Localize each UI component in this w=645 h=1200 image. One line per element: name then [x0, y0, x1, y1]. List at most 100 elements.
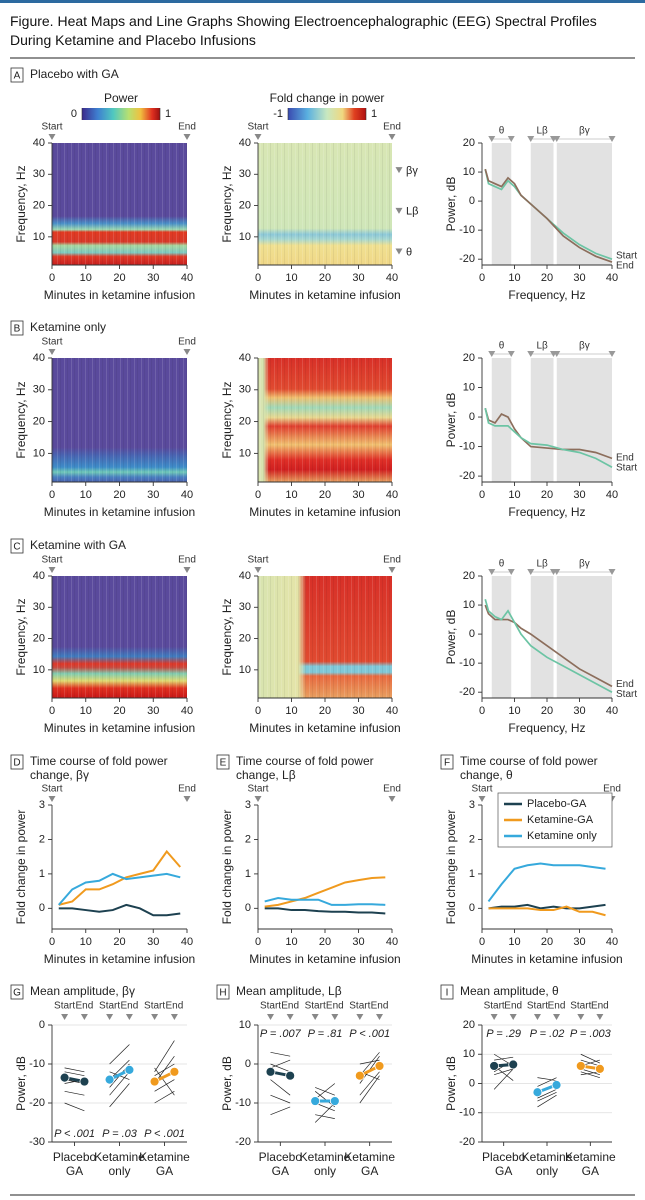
y-axis-label: Fold change in power — [14, 810, 28, 925]
p-label: P = .29 — [486, 1028, 521, 1040]
x-tick-label: 0 — [479, 272, 485, 284]
legend-label: Ketamine only — [527, 830, 597, 842]
row-title: Ketamine with GA — [30, 538, 126, 552]
category-label: Placebo GA — [52, 1150, 97, 1178]
y-tick-label: -10 — [459, 657, 475, 669]
subject-line — [494, 1068, 514, 1076]
y-tick-label: 10 — [463, 1048, 475, 1060]
marker-arrow — [48, 349, 56, 355]
panel-letter: H — [219, 988, 226, 999]
y-tick-label: 0 — [39, 1019, 45, 1031]
x-tick-label: 0 — [255, 489, 261, 501]
subject-line — [537, 1094, 557, 1108]
band — [556, 143, 612, 265]
series-line — [488, 903, 606, 910]
x-tick-label: 30 — [147, 936, 159, 948]
band-arrow — [553, 351, 561, 357]
band-arrow — [608, 569, 616, 575]
x-tick-label: 0 — [49, 936, 55, 948]
x-axis-label: Frequency, Hz — [508, 505, 585, 519]
y-tick-label: 0 — [469, 1077, 475, 1089]
band-label: βγ — [579, 341, 590, 352]
category-label: Ketamine only — [521, 1150, 573, 1178]
band-label: βγ — [579, 126, 590, 137]
marker-arrow — [388, 796, 396, 802]
series-line — [264, 876, 386, 908]
x-axis-label: Minutes in ketamine infusion — [44, 288, 195, 302]
band-arrow — [507, 569, 515, 575]
y-tick-label: -20 — [459, 686, 475, 698]
y-axis-label: Power, dB — [444, 393, 458, 448]
marker-label: Start — [484, 1001, 505, 1012]
marker-arrow — [48, 134, 56, 140]
panel-box — [10, 320, 24, 336]
panel-letter: C — [13, 542, 20, 553]
y-tick-label: 10 — [239, 1019, 251, 1031]
colorbar-label: Fold change in power — [270, 91, 385, 105]
x-axis-label: Frequency, Hz — [508, 721, 585, 735]
marker-label: Start — [247, 555, 268, 566]
y-tick-label: 1 — [245, 868, 251, 880]
x-tick-label: 30 — [573, 489, 585, 501]
category-label: Ketamine GA — [344, 1150, 395, 1178]
mean-start — [310, 1096, 321, 1106]
y-tick-label: 3 — [39, 799, 45, 811]
panel-box — [440, 984, 454, 1000]
marker-label: End — [591, 1001, 609, 1012]
marker-label: End — [166, 1001, 184, 1012]
legend-label: Placebo-GA — [527, 798, 587, 810]
y-tick-label: 40 — [239, 137, 251, 149]
y-tick-label: -10 — [29, 1058, 45, 1070]
subject-line — [154, 1090, 175, 1104]
subject-line — [314, 1102, 336, 1123]
subject-line — [270, 1094, 291, 1104]
marker-arrow — [356, 1014, 364, 1020]
x-tick-label: 10 — [285, 489, 297, 501]
marker-arrow — [478, 796, 486, 802]
x-tick-label: 30 — [147, 272, 159, 284]
series-end-label: End — [616, 679, 634, 690]
marker-arrow — [61, 1014, 69, 1020]
p-label: P = .03 — [102, 1128, 138, 1140]
x-tick-label: 10 — [80, 489, 92, 501]
p-label: P = .007 — [260, 1028, 302, 1040]
y-tick-label: 20 — [463, 352, 475, 364]
subject-line — [580, 1053, 601, 1064]
band-arrow — [527, 569, 535, 575]
x-axis-label: Minutes in ketamine infusion — [249, 952, 400, 966]
series-line — [484, 599, 613, 693]
x-tick-label: 20 — [541, 936, 553, 948]
mean-start — [489, 1061, 500, 1071]
row-title: Ketamine only — [30, 320, 106, 334]
x-tick-label: 30 — [147, 489, 159, 501]
subject-line — [109, 1071, 130, 1096]
marker-arrow — [183, 567, 191, 573]
y-axis-label: Frequency, Hz — [220, 381, 234, 458]
y-tick-label: 20 — [33, 199, 45, 211]
p-label: P < .001 — [144, 1128, 185, 1140]
x-tick-label: 0 — [479, 936, 485, 948]
panel-title: Time course of fold power change, Lβ — [236, 754, 374, 782]
x-tick-label: 20 — [319, 272, 331, 284]
y-tick-label: -10 — [235, 1097, 251, 1109]
marker-label: Start — [41, 122, 62, 133]
x-tick-label: 40 — [386, 272, 398, 284]
subject-line — [537, 1077, 557, 1087]
colorbar-tick-label: 1 — [165, 108, 171, 120]
band-arrow — [553, 136, 561, 142]
x-axis-label: Minutes in ketamine infusion — [44, 721, 195, 735]
x-tick-label: 10 — [508, 936, 520, 948]
marker-arrow — [388, 567, 396, 573]
band-marker-arrow — [395, 167, 403, 174]
marker-label: End — [326, 1001, 344, 1012]
y-tick-label: 20 — [239, 199, 251, 211]
series-end-label: Start — [616, 689, 637, 700]
marker-label: End — [121, 1001, 139, 1012]
subject-line — [314, 1083, 336, 1100]
y-tick-label: 20 — [239, 632, 251, 644]
x-tick-label: 30 — [147, 705, 159, 717]
y-tick-label: -20 — [459, 470, 475, 482]
x-tick-label: 20 — [541, 272, 553, 284]
band-marker-arrow — [395, 207, 403, 214]
x-tick-label: 10 — [80, 936, 92, 948]
